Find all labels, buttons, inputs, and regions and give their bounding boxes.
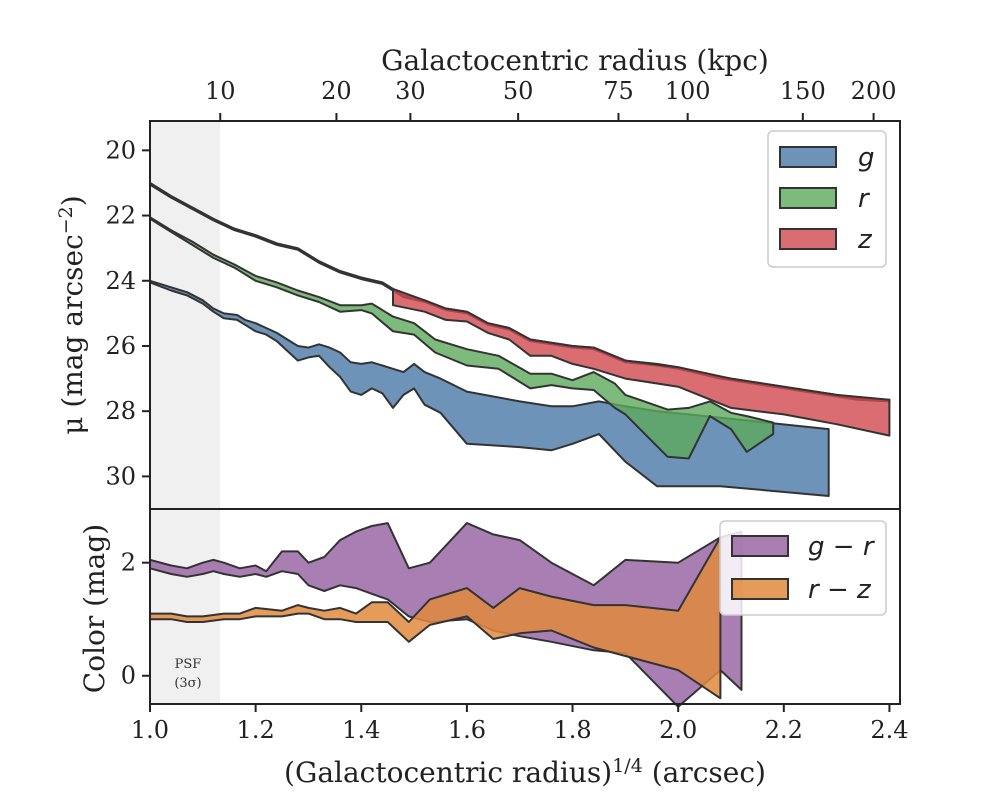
top-x-tick-label: 150 (780, 77, 826, 105)
surface-brightness-series (149, 181, 891, 497)
x-tick-label: 1.6 (448, 716, 486, 744)
color-band-rz (149, 536, 722, 700)
x-tick-label: 2.0 (659, 716, 697, 744)
color-series (149, 522, 743, 708)
x-tick-label: 2.2 (765, 716, 803, 744)
series-band-r (149, 216, 775, 460)
psf-annotation-line1: PSF (175, 657, 202, 672)
x-tick-label: 2.4 (870, 716, 908, 744)
x-tick-label: 1.2 (237, 716, 275, 744)
x-axis-label: (Galactocentric radius)1/4 (arcsec) (284, 755, 766, 789)
top-x-tick-label: 50 (503, 77, 534, 105)
bottom-plot-frame (149, 508, 901, 705)
y-tick-label: 26 (105, 332, 136, 360)
y-tick-label: 22 (105, 202, 136, 230)
psf-shaded-region (150, 121, 221, 509)
xlabel-unit: (arcsec) (643, 756, 766, 789)
top-x-tick-label: 10 (205, 77, 236, 105)
psf-shaded-region-color (150, 509, 221, 704)
color-y-tick-label: 0 (121, 662, 136, 690)
top-x-ticks: 10 20 30 50 75 100 150 200 (205, 77, 897, 121)
legend-label-r: r (858, 184, 871, 214)
legend-swatch-r (779, 187, 837, 209)
top-y-axis-label: μ (mag arcsec−2) (55, 195, 89, 434)
top-x-tick-label: 200 (851, 77, 897, 105)
top-axis-title: Galactocentric radius (kpc) (381, 44, 769, 77)
xlabel-sup: 1/4 (612, 755, 643, 777)
ylabel-main: μ (mag arcsec (56, 234, 89, 434)
color-legend-label: r − z (808, 575, 872, 605)
legend-label-z: z (857, 225, 873, 255)
color-legend-swatch (731, 535, 789, 557)
y-tick-label: 20 (105, 136, 136, 164)
ylabel-sup: −2 (55, 206, 77, 234)
top-y-ticks: 20 22 24 26 28 30 (105, 136, 150, 490)
ylabel-close: ) (56, 195, 89, 206)
top-x-tick-label: 75 (603, 77, 634, 105)
bottom-y-ticks: 02 (121, 549, 150, 690)
color-legend-label: g − r (808, 532, 876, 562)
top-x-tick-label: 100 (665, 77, 711, 105)
y-tick-label: 24 (105, 267, 136, 295)
color-legend-swatch (731, 578, 789, 600)
x-tick-label: 1.8 (553, 716, 591, 744)
y-tick-label: 28 (105, 397, 136, 425)
color-y-tick-label: 2 (121, 549, 136, 577)
surface-brightness-panel: 20 22 24 26 28 30 10 20 30 50 75 100 150 200 grz Gal… (55, 44, 901, 510)
xlabel-main: (Galactocentric radius) (284, 756, 612, 789)
top-legend: grz (767, 130, 887, 268)
legend-swatch-z (779, 228, 837, 250)
color-y-axis-label: Color (mag) (78, 524, 111, 693)
legend-label-g: g (858, 143, 875, 173)
top-x-tick-label: 20 (321, 77, 352, 105)
top-x-tick-label: 30 (395, 77, 426, 105)
legend-swatch-g (779, 146, 837, 168)
color-panel: 02 1.0 1.2 1.4 1.6 1.8 2.0 2.2 2.4 g − rr − z P… (78, 508, 909, 789)
x-tick-label: 1.0 (131, 716, 169, 744)
y-tick-label: 30 (105, 462, 136, 490)
bottom-legend: g − r r − z (719, 520, 887, 616)
series-band-z-outer (392, 287, 891, 437)
bottom-x-ticks: 1.0 1.2 1.4 1.6 1.8 2.0 2.2 2.4 (131, 704, 909, 744)
x-tick-label: 1.4 (342, 716, 380, 744)
psf-annotation-line2: (3σ) (174, 676, 201, 691)
